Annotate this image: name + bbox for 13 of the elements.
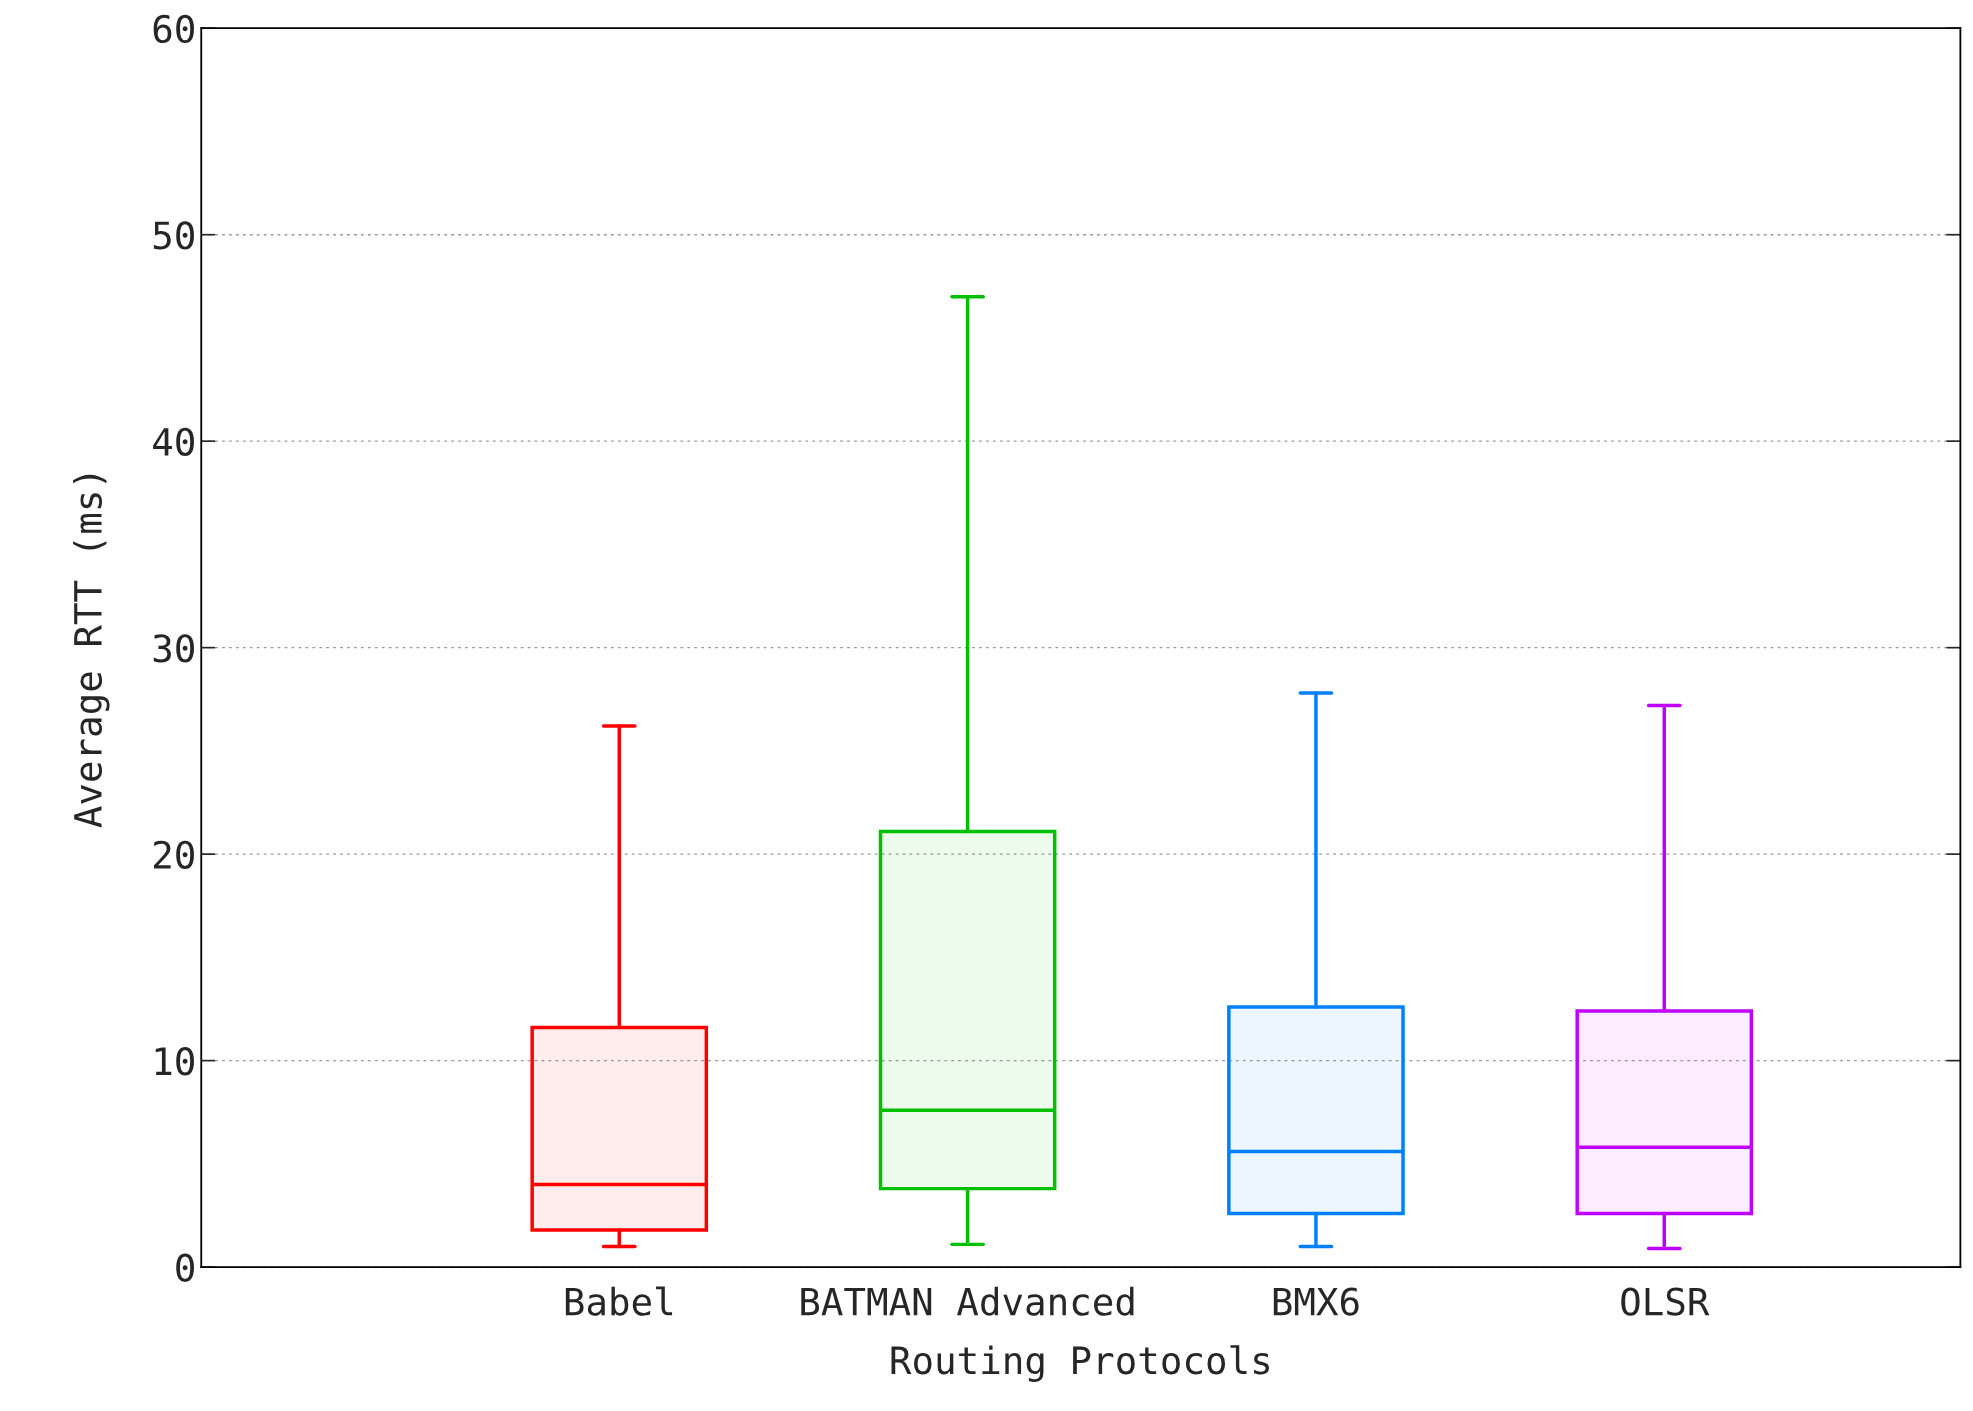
x-tick-label: OLSR xyxy=(1621,1287,1710,1316)
y-tick-label: 50 xyxy=(153,221,194,250)
y-tick-label: 10 xyxy=(155,1047,194,1076)
x-tick-label: BATMAN Advanced xyxy=(801,1286,1134,1316)
x-axis-title: Routing Protocols xyxy=(891,1345,1269,1382)
y-axis-title: Average RTT (ms) xyxy=(73,474,110,828)
y-tick-label: 20 xyxy=(154,840,194,870)
x-tick-label: BMX6 xyxy=(1273,1287,1359,1316)
y-tick-label: 60 xyxy=(153,14,194,44)
y-tick-label: 30 xyxy=(153,634,194,663)
y-tick-label: 0 xyxy=(176,1253,194,1282)
y-tick-label: 40 xyxy=(153,427,194,457)
x-tick-label: Babel xyxy=(565,1286,673,1316)
